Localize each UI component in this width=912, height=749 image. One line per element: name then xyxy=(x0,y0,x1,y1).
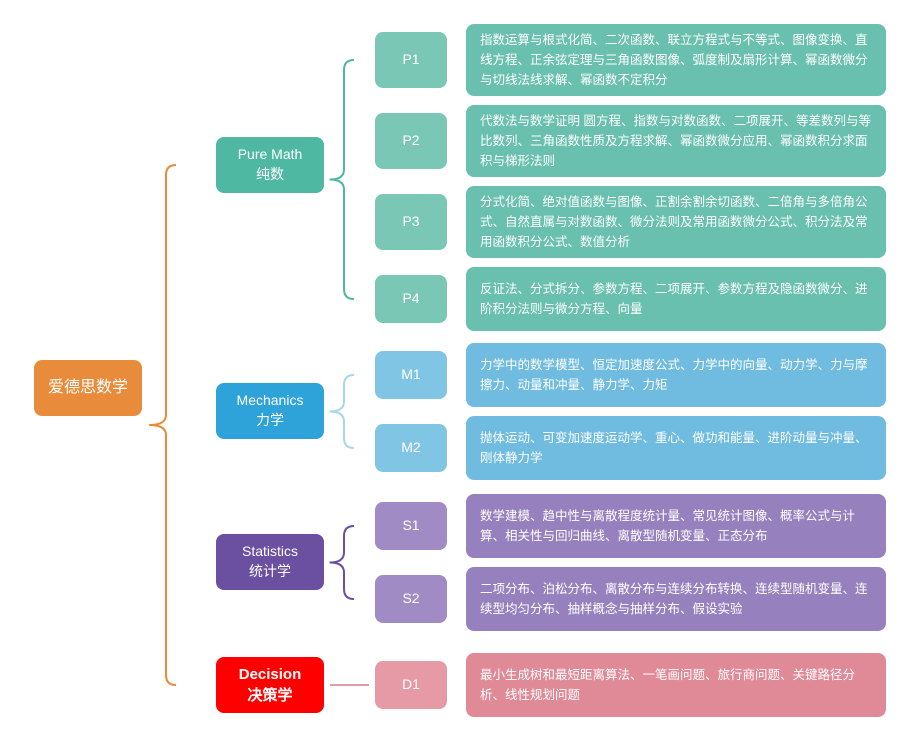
unit-desc-text: 最小生成树和最短距离算法、一笔画问题、旅行商问题、关键路径分析、线性规划问题 xyxy=(480,665,872,705)
unit-label: D1 xyxy=(402,675,420,695)
unit-d1: D1 xyxy=(375,661,447,709)
unit-desc-d1: 最小生成树和最短距离算法、一笔画问题、旅行商问题、关键路径分析、线性规划问题 xyxy=(466,653,886,717)
branch-bracket-decision xyxy=(0,0,912,749)
